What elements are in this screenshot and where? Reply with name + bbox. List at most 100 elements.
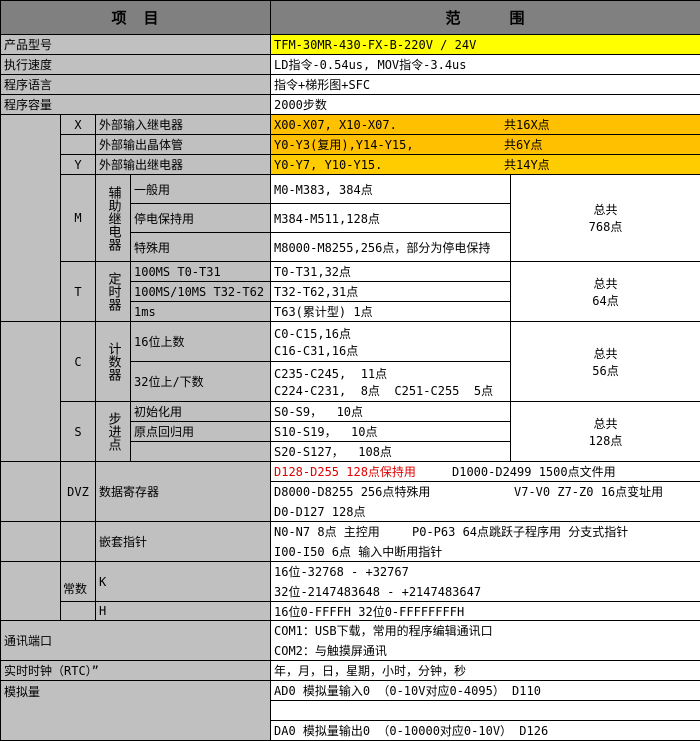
value-t-10ms: T32-T62,31点 <box>271 282 511 302</box>
group-blank <box>1 562 61 621</box>
value-transistor-total: 共6Y点 <box>504 138 543 152</box>
label-m-special: 特殊用 <box>131 233 271 262</box>
value-analog-in: AD0 模拟量输入0 （0-10V对应0-4095） D110 <box>271 681 700 701</box>
label-y: 外部输出继电器 <box>96 155 271 175</box>
group-blank <box>1 522 61 562</box>
value-t-1ms: T63(累计型) 1点 <box>271 302 511 322</box>
value-transistor-range: Y0-Y3(复用),Y14-Y15, <box>274 138 414 152</box>
label-m-general: 一般用 <box>131 175 271 204</box>
value-analog-blank <box>271 701 700 721</box>
value-x-range: X00-X07, X10-X07. <box>274 117 397 132</box>
value-y-range: Y0-Y7, Y10-Y15. <box>274 157 383 172</box>
label-rtc: 实时时钟（RTC）” <box>1 661 271 681</box>
group-m: 辅助继电器 <box>96 175 131 262</box>
value-rtc: 年，月，日，星期，小时，分钟，秒 <box>271 661 700 681</box>
total-m-value: 768点 <box>588 220 623 234</box>
label-c-16: 16位上数 <box>131 322 271 362</box>
label-language: 程序语言 <box>1 75 271 95</box>
value-pointer-line1: N0-N7 8点 主控用 P0-P63 64点跳跃子程序用 分支式指针 <box>274 523 628 540</box>
value-c-32-line2: C224-C231, 8点 C251-C255 5点 <box>274 383 494 398</box>
value-com1: COM1：USB下载，常用的程序编辑通讯口 <box>274 624 493 639</box>
value-transistor: Y0-Y3(复用),Y14-Y15, 共6Y点 <box>271 135 700 155</box>
value-d-index: V7-V0 Z7-Z0 16点变址用 <box>514 485 664 500</box>
total-s: 总共 128点 <box>511 402 700 462</box>
group-blank <box>1 322 61 462</box>
value-x-total: 共16X点 <box>504 118 550 132</box>
label-t-100ms: 100MS T0-T31 <box>131 262 271 282</box>
value-s-init: S0-S9， 10点 <box>271 402 511 422</box>
code-c: C <box>61 322 96 402</box>
label-s-blank <box>131 442 271 462</box>
value-d-file: D1000-D2499 1500点文件用 <box>452 465 616 479</box>
label-s-init: 初始化用 <box>131 402 271 422</box>
label-speed: 执行速度 <box>1 55 271 75</box>
total-m-label: 总共 <box>593 203 618 217</box>
value-m-general: M0-M383, 384点 <box>271 175 511 204</box>
label-data-register: 数据寄存器 <box>96 462 271 522</box>
label-pointer: 嵌套指针 <box>96 522 271 562</box>
value-c-16-line2: C16-C31,16点 <box>274 343 359 358</box>
code-dvz: DVZ <box>61 462 96 522</box>
label-c-32: 32位上/下数 <box>131 362 271 402</box>
value-analog-out: DA0 模拟量输出0 （0-10000对应0-10V） D126 <box>271 721 700 741</box>
value-c-32-line1: C235-C245, 11点 <box>274 366 388 381</box>
label-x: 外部输入继电器 <box>96 115 271 135</box>
value-p: P0-P63 64点跳跃子程序用 分支式指针 <box>412 525 629 540</box>
label-k: K <box>96 562 271 602</box>
group-blank <box>1 462 61 522</box>
code-t: T <box>61 262 96 322</box>
group-blank <box>1 115 61 322</box>
total-c: 总共 56点 <box>511 322 700 402</box>
total-t-label: 总共 <box>593 276 618 291</box>
code-s: S <box>61 402 96 462</box>
total-t-value: 64点 <box>592 293 619 308</box>
value-k: 16位-32768 - +32767 32位-2147483648 - +2147… <box>271 562 700 602</box>
label-t-10ms: 100MS/10MS T32-T62 <box>131 282 271 302</box>
value-k-32: 32位-2147483648 - +2147483647 <box>274 584 482 599</box>
label-comm: 通讯端口 <box>1 621 271 661</box>
value-s-home: S10-S19， 10点 <box>271 422 511 442</box>
value-m-retain: M384-M511,128点 <box>271 204 511 233</box>
code-x: X <box>61 115 96 135</box>
group-t: 定时器 <box>96 262 131 322</box>
value-k-16: 16位-32768 - +32767 <box>274 565 409 580</box>
header-range: 范 围 <box>271 1 700 35</box>
value-c-16-line1: C0-C15,16点 <box>274 326 352 341</box>
group-c: 计数器 <box>96 322 131 402</box>
value-s-general: S20-S127， 108点 <box>271 442 511 462</box>
value-d-line2: D8000-D8255 256点特殊用 V7-V0 Z7-Z0 16点变址用 <box>274 483 663 500</box>
group-constant: 常数 <box>61 562 96 602</box>
value-language: 指令+梯形图+SFC <box>271 75 700 95</box>
value-c-32: C235-C245, 11点 C224-C231, 8点 C251-C255 5点 <box>271 362 511 402</box>
label-s-home: 原点回归用 <box>131 422 271 442</box>
total-s-value: 128点 <box>588 433 623 448</box>
value-capacity: 2000步数 <box>271 95 700 115</box>
total-c-label: 总共 <box>593 346 618 361</box>
label-capacity: 程序容量 <box>1 95 271 115</box>
value-i: I00-I50 6点 输入中断用指针 <box>274 544 443 559</box>
value-com2: COM2：与触摸屏通讯 <box>274 643 387 658</box>
group-s: 步进点 <box>96 402 131 462</box>
code-m: M <box>61 175 96 262</box>
value-d-line1: D128-D255 128点保持用 D1000-D2499 1500点文件用 <box>271 462 700 482</box>
total-m: 总共 768点 <box>511 175 700 262</box>
label-h: H <box>96 602 271 621</box>
label-t-1ms: 1ms <box>131 302 271 322</box>
value-d-special: D8000-D8255 256点特殊用 <box>274 485 431 500</box>
total-c-value: 56点 <box>592 363 619 378</box>
value-n: N0-N7 8点 主控用 <box>274 525 380 540</box>
value-pointer: N0-N7 8点 主控用 P0-P63 64点跳跃子程序用 分支式指针 I00-I… <box>271 522 700 562</box>
value-d-retain: D128-D255 128点保持用 <box>274 465 416 479</box>
code-y: Y <box>61 155 96 175</box>
value-h: 16位0-FFFFH 32位0-FFFFFFFFH <box>271 602 700 621</box>
value-m-special: M8000-M8255,256点，部分为停电保持 <box>271 233 511 262</box>
value-c-16: C0-C15,16点 C16-C31,16点 <box>271 322 511 362</box>
value-d-lines: D8000-D8255 256点特殊用 V7-V0 Z7-Z0 16点变址用 D0… <box>271 482 700 522</box>
label-m-retain: 停电保持用 <box>131 204 271 233</box>
value-model: TFM-30MR-430-FX-B-220V / 24V <box>271 35 700 55</box>
value-y: Y0-Y7, Y10-Y15. 共14Y点 <box>271 155 700 175</box>
value-y-total: 共14Y点 <box>504 158 550 172</box>
label-transistor: 外部输出晶体管 <box>96 135 271 155</box>
header-item: 项 目 <box>1 1 271 35</box>
